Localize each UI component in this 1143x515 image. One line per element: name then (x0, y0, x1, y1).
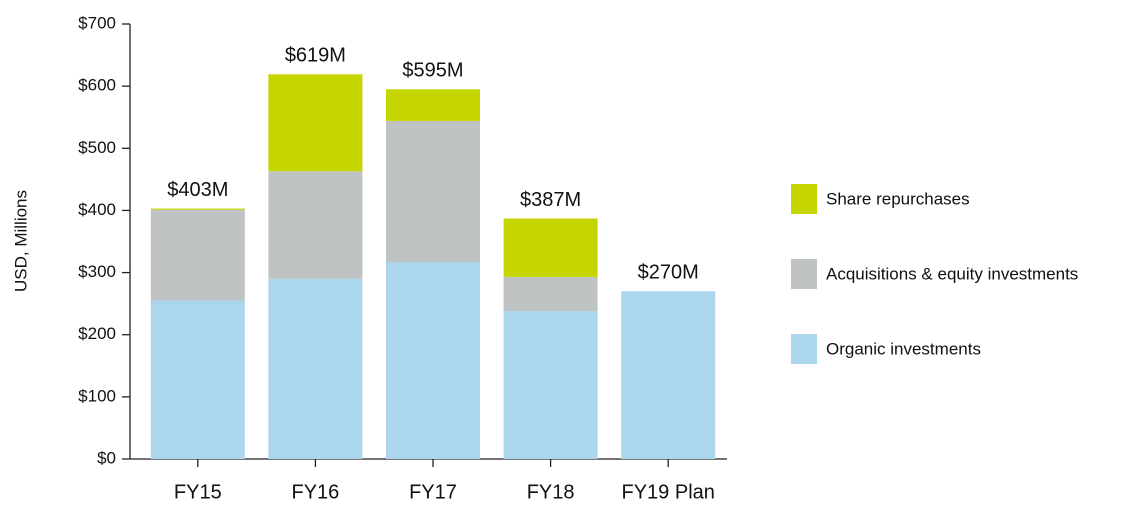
bar-segment (503, 276, 598, 312)
total-label: $403M (167, 179, 228, 201)
total-label: $595M (402, 60, 463, 82)
bar-segment (268, 278, 363, 459)
legend-label: Organic investments (826, 339, 981, 358)
legend-swatch (791, 334, 817, 364)
x-tick-label: FY17 (409, 481, 457, 503)
y-tick-label: $500 (78, 138, 116, 157)
bar-segment (150, 209, 245, 301)
x-tick-label: FY16 (291, 481, 339, 503)
y-axis-label: USD, Millions (11, 190, 30, 292)
bar-segment (386, 262, 480, 459)
y-tick-label: $0 (97, 448, 116, 467)
bar-segment (268, 74, 363, 172)
bar-segment (150, 208, 245, 210)
x-tick-label: FY18 (527, 481, 575, 503)
y-tick-label: $100 (78, 386, 116, 405)
y-tick-label: $200 (78, 324, 116, 343)
legend-label: Acquisitions & equity investments (826, 264, 1078, 283)
x-tick-label: FY19 Plan (622, 481, 715, 503)
y-tick-label: $400 (78, 200, 116, 219)
y-tick-label: $600 (78, 76, 116, 95)
legend-swatch (791, 259, 817, 289)
bar-segment (268, 171, 363, 279)
legend-label: Share repurchases (826, 189, 970, 208)
y-tick-label: $300 (78, 262, 116, 281)
total-label: $387M (520, 189, 581, 211)
legend-swatch (791, 184, 817, 214)
bar-segment (503, 311, 598, 459)
x-tick-label: FY15 (174, 481, 222, 503)
bar-segment (386, 120, 480, 263)
total-label: $270M (638, 261, 699, 283)
bar-segment (386, 89, 480, 121)
y-tick-label: $700 (78, 13, 116, 32)
bar-segment (503, 218, 598, 277)
bar-segment (621, 291, 716, 459)
bar-segment (150, 300, 245, 459)
total-label: $619M (285, 45, 346, 67)
